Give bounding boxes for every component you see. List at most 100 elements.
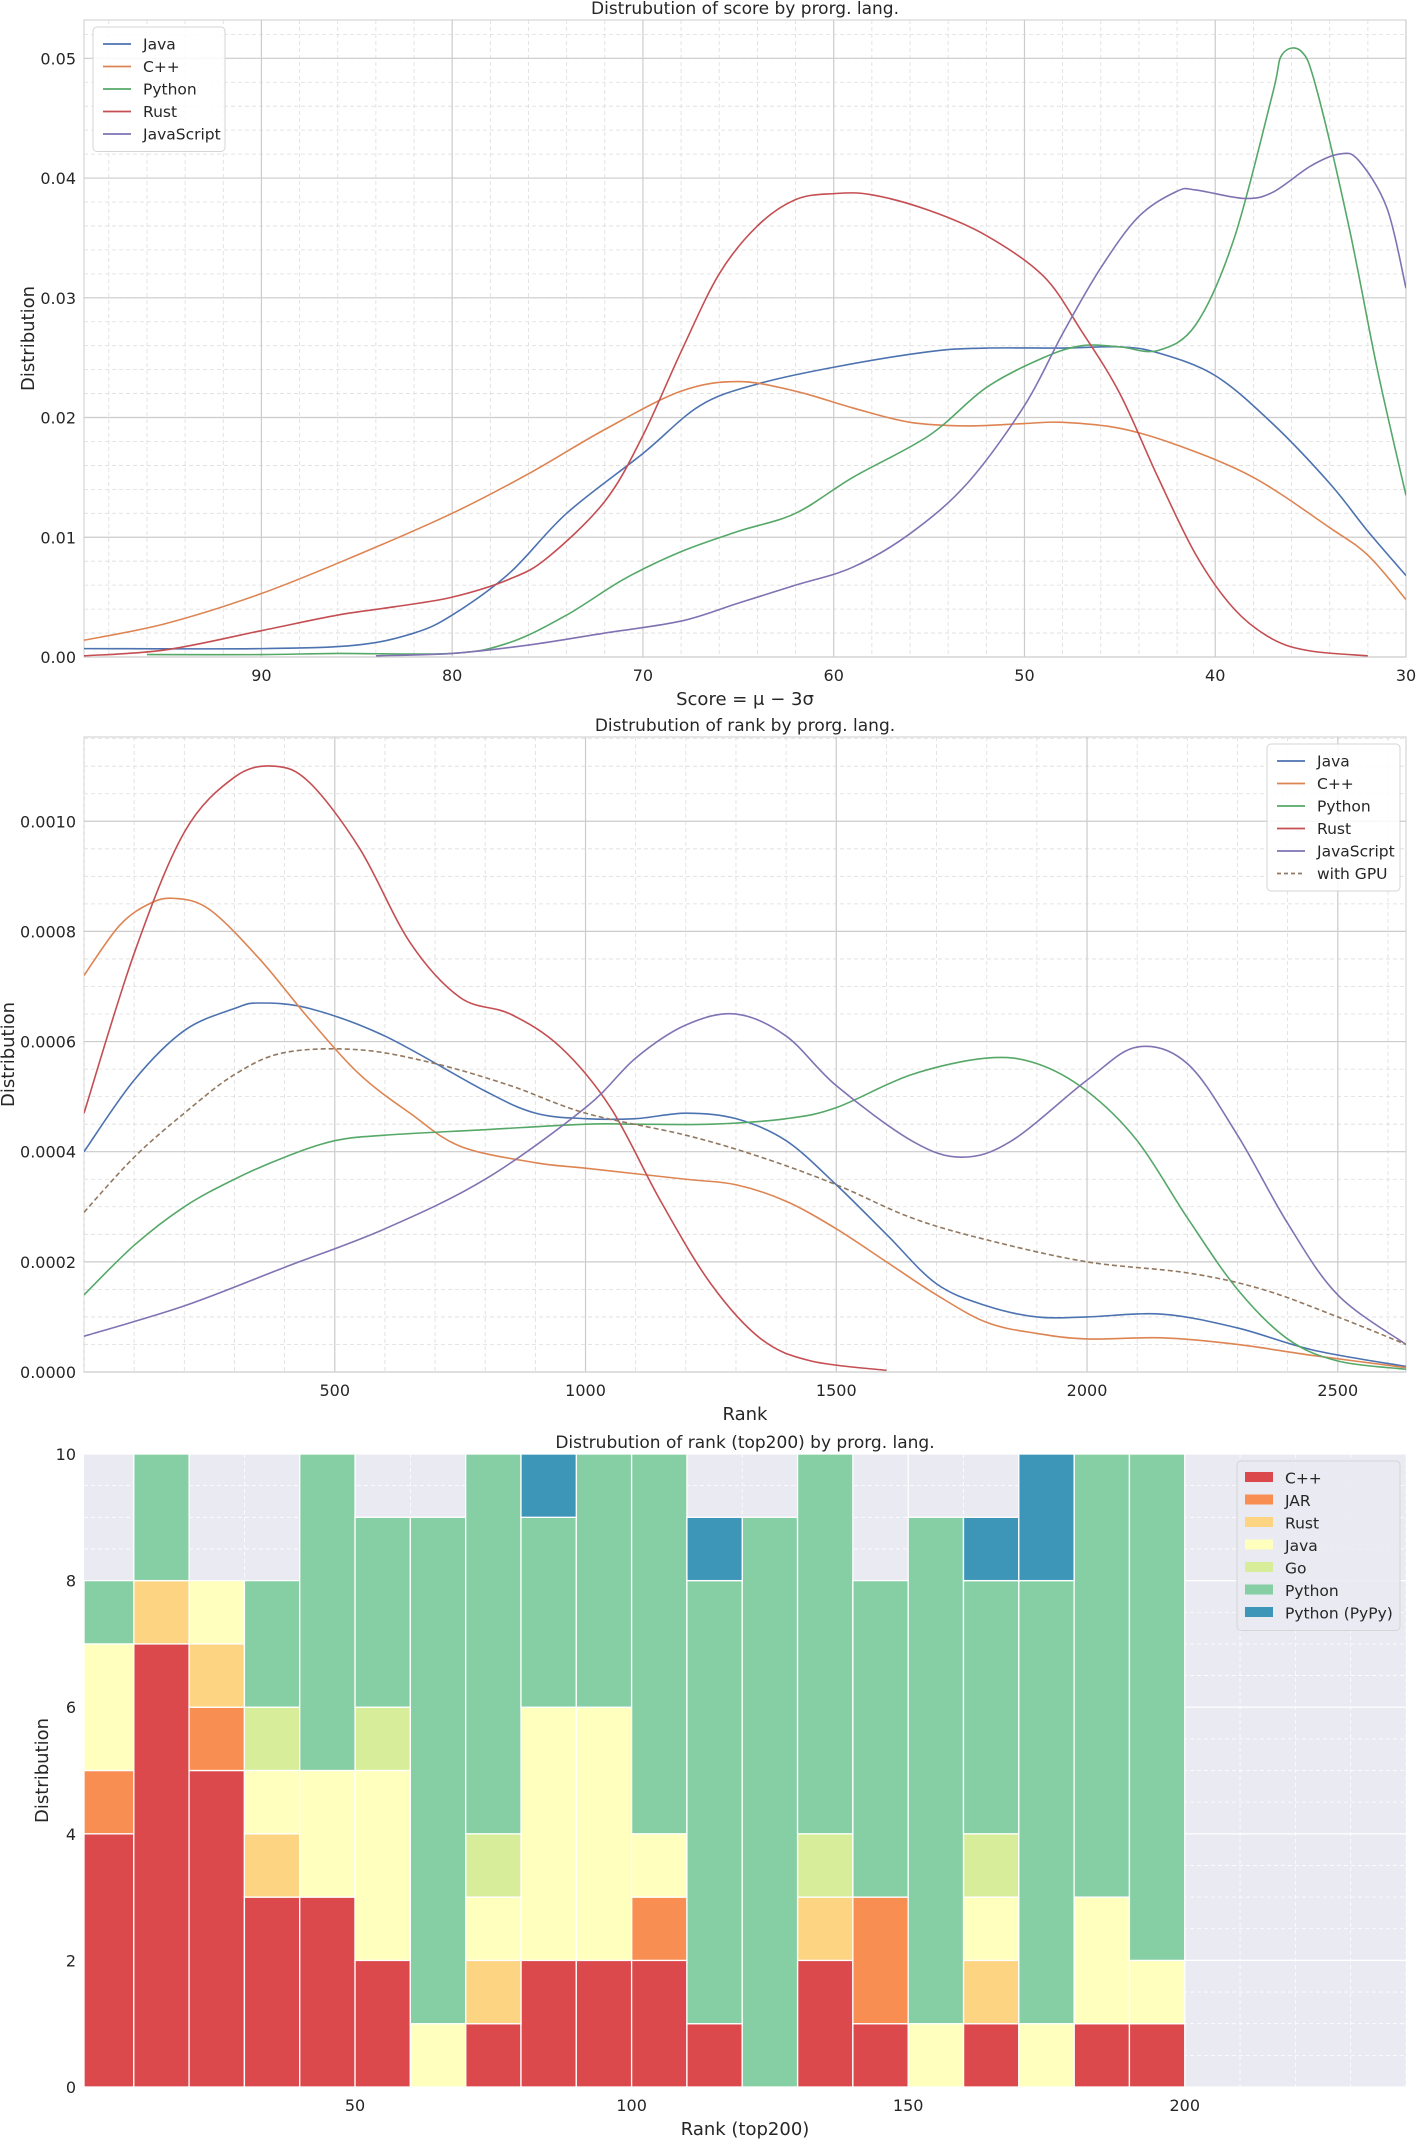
y-tick-label: 10 [56,1445,76,1464]
bar-jar [83,1769,135,1835]
y-tick-label: 0.05 [40,49,76,68]
bar-python [243,1579,301,1708]
y-tick-label: 8 [66,1572,76,1591]
y-tick-label: 0 [66,2078,76,2097]
bar-c++ [852,2023,909,2088]
y-axis-label: Distribution [0,1002,19,1107]
bar-java [1128,1959,1186,2025]
y-tick-label: 0.0006 [20,1033,76,1052]
bar-rust [465,1959,522,2025]
bar-c++ [962,2023,1020,2088]
x-tick-label: 500 [319,1381,350,1400]
x-tick-label: 30 [1396,666,1416,685]
y-tick-label: 0.0010 [20,812,76,831]
legend-label: Java [1284,1537,1318,1555]
legend-label: with GPU [1317,865,1388,883]
line-c++ [84,380,1406,642]
x-tick-label: 50 [1014,666,1034,685]
y-tick-label: 0.04 [40,169,76,188]
x-tick-label: 40 [1205,666,1225,685]
line-javascript [84,1012,1406,1346]
y-tick-label: 0.01 [40,528,76,547]
bar-go [243,1706,301,1772]
y-tick-label: 6 [66,1698,76,1717]
legend-label: Python [1317,798,1371,816]
x-axis-label: Rank [723,1404,769,1425]
bar-python [907,1516,965,2025]
bar-go [465,1833,522,1898]
bar-jar [188,1706,246,1772]
bar-python [796,1453,854,1835]
line-rust [84,765,887,1372]
bar-java [1018,2023,1075,2088]
y-tick-label: 0.03 [40,289,76,308]
legend-swatch [1245,1607,1273,1617]
legend-label: Go [1285,1560,1307,1578]
y-tick-label: 0.0000 [20,1363,76,1382]
legend-label: Rust [1285,1515,1319,1533]
x-tick-label: 100 [616,2096,647,2115]
legend-label: JavaScript [1316,843,1395,861]
x-tick-label: 60 [824,666,844,685]
bar-rust [796,1896,854,1962]
bar-python [354,1516,412,1708]
y-tick-label: 0.0002 [20,1253,76,1272]
bar-java [83,1643,135,1772]
bar-java [188,1579,246,1645]
bar-python [299,1453,356,1772]
bar-jar [852,1896,909,2025]
bar-jar [630,1896,688,1962]
bar-python [630,1453,688,1835]
bar-python [133,1453,190,1582]
bar-java [630,1833,688,1898]
y-tick-label: 2 [66,1951,76,1970]
bar-c++ [796,1959,854,2088]
legend-label: C++ [1317,775,1354,793]
y-tick-label: 4 [66,1825,76,1844]
bar-python [1073,1453,1131,1898]
bar-java [1073,1896,1131,2025]
bar-java [520,1706,577,1962]
x-tick-label: 50 [345,2096,365,2115]
x-tick-label: 2000 [1067,1381,1108,1400]
legend-box [92,26,226,152]
line-java [84,1002,1406,1368]
y-axis-label: Distribution [32,1718,53,1823]
chart-2: 500 1000 1500 2000 2500 0.0000 0.0002 0.0004 0.0… [0,716,1407,1425]
x-tick-label: 150 [893,2096,924,2115]
x-axis-label: Rank (top200) [681,2119,810,2140]
bar-python [962,1579,1020,1835]
bar-python [852,1579,909,1898]
chart-title: Distrubution of rank by prorg. lang. [595,716,895,736]
bar-python [686,1579,743,2025]
chart-title: Distrubution of rank (top200) by prorg. … [555,1433,934,1453]
bar-c++ [575,1959,633,2088]
bar-rust [133,1579,190,1645]
bar-java [243,1769,301,1835]
bar-java [575,1706,633,1962]
legend-swatch [1245,1539,1273,1550]
bar-c++ [354,1959,412,2088]
legend-label: C++ [143,58,180,76]
bar-python [575,1453,633,1708]
bar-c++ [630,1959,688,2088]
x-tick-label: 200 [1169,2096,1200,2115]
bar-c++ [686,2023,743,2088]
bar-c++ [465,2023,522,2088]
legend-swatch [1245,1584,1273,1595]
bar-python-pypy- [686,1516,743,1582]
legend-swatch [1245,1562,1273,1572]
legend-label: Python [143,81,197,99]
bar-python [1018,1579,1075,2025]
x-tick-label: 80 [442,666,462,685]
bar-python [741,1516,799,2088]
line-python [84,1056,1406,1371]
chart-title: Distrubution of score by prorg. lang. [591,0,899,19]
bar-c++ [1073,2023,1131,2088]
legend-label: Rust [1317,820,1351,838]
x-tick-label: 1000 [565,1381,606,1400]
legend: C++ JAR Rust Java Go Python Python (PyPy) [1236,1460,1401,1631]
bar-python-pypy- [1018,1453,1075,1582]
legend-label: Python (PyPy) [1285,1605,1393,1623]
